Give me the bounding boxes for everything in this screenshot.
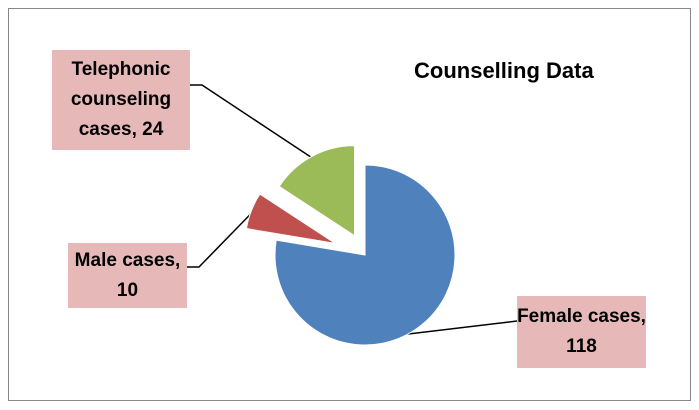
pie-slice [278, 145, 356, 237]
data-label: Male cases, 10 [68, 243, 187, 308]
data-label: Telephonic counseling cases, 24 [52, 50, 190, 150]
data-label: Female cases, 118 [517, 296, 646, 368]
leader-line [187, 210, 254, 268]
leader-line [190, 84, 314, 159]
pie-slice [274, 164, 456, 346]
chart-frame [8, 8, 691, 401]
pie-slice [245, 193, 336, 244]
chart-title: Counselling Data [414, 58, 594, 83]
